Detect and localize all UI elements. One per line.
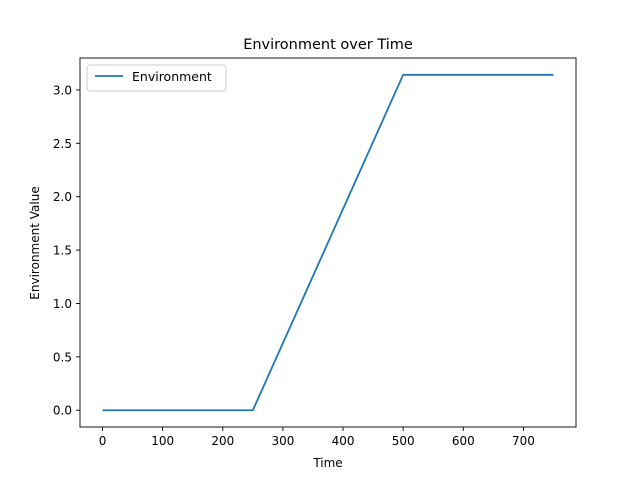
x-tick-label: 500 (392, 434, 415, 448)
y-tick-label: 1.0 (53, 297, 72, 311)
y-tick-label: 2.5 (53, 137, 72, 151)
y-tick-label: 1.5 (53, 244, 72, 258)
x-tick-label: 400 (332, 434, 355, 448)
legend: Environment (86, 64, 227, 92)
x-tick-label: 100 (151, 434, 174, 448)
y-tick-label: 0.5 (53, 350, 72, 364)
x-tick-label: 200 (211, 434, 234, 448)
x-tick-label: 700 (512, 434, 535, 448)
plot-area (79, 57, 577, 428)
ticks: 0 100 200 300 400 500 600 700 0.0 0.5 1.0 1.5 2.0 2.5… (53, 83, 535, 448)
chart-title: Environment over Time (243, 37, 413, 53)
y-axis-label: Environment Value (28, 186, 42, 299)
series-line-environment (102, 73, 554, 412)
x-tick-label: 300 (271, 434, 294, 448)
legend-label-environment: Environment (132, 69, 212, 84)
axes-frame (79, 57, 577, 428)
x-axis-label: Time (312, 456, 342, 470)
x-tick-label: 600 (452, 434, 475, 448)
y-tick-label: 3.0 (53, 83, 72, 97)
y-tick-label: 2.0 (53, 190, 72, 204)
y-tick-label: 0.0 (53, 404, 72, 418)
x-tick-label: 0 (99, 434, 107, 448)
legend-box (86, 64, 227, 92)
